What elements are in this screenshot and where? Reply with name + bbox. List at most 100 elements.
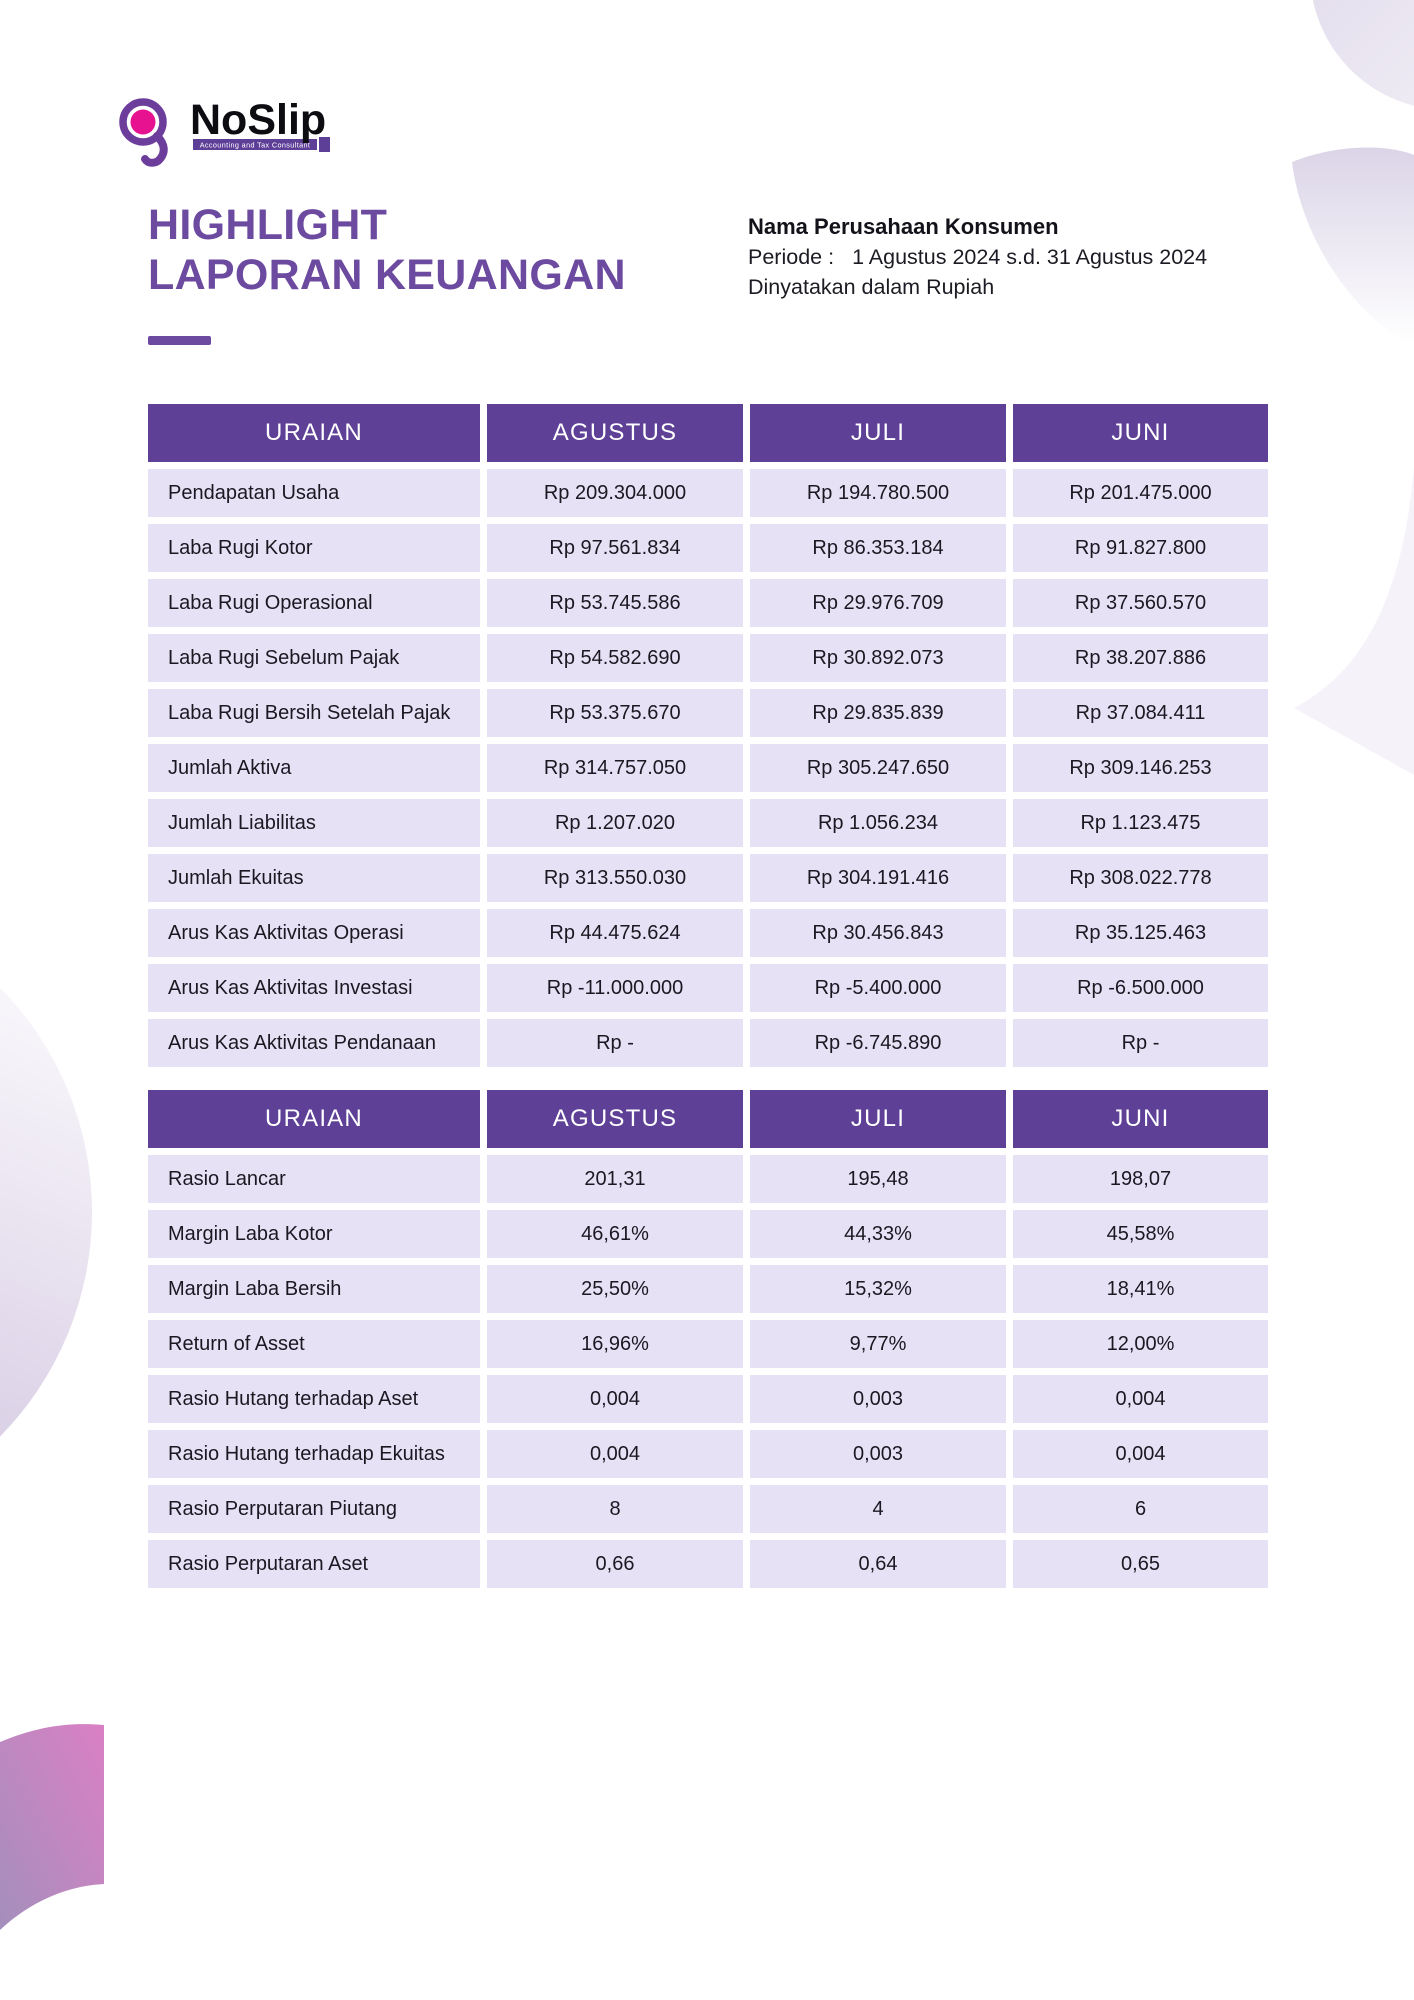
cell-value: 15,32% xyxy=(750,1265,1006,1313)
tagline-bar-end-square xyxy=(319,137,330,152)
cell-value: 0,004 xyxy=(1013,1430,1268,1478)
period-label: Periode : xyxy=(748,245,835,269)
row-label: Arus Kas Aktivitas Operasi xyxy=(148,909,480,957)
cell-value: 0,003 xyxy=(750,1430,1006,1478)
cell-value: 195,48 xyxy=(750,1155,1006,1203)
cell-value: Rp 1.056.234 xyxy=(750,799,1006,847)
brand-tagline: Accounting and Tax Consultant xyxy=(200,141,311,150)
cell-value: Rp 209.304.000 xyxy=(487,469,743,517)
cell-value: Rp - xyxy=(487,1019,743,1067)
period-line: Periode : 1 Agustus 2024 s.d. 31 Agustus … xyxy=(748,242,1288,272)
magnifier-icon xyxy=(119,98,168,167)
cell-value: Rp 44.475.624 xyxy=(487,909,743,957)
column-header: JULI xyxy=(750,404,1006,462)
row-label: Arus Kas Aktivitas Pendanaan xyxy=(148,1019,480,1067)
cell-value: Rp 91.827.800 xyxy=(1013,524,1268,572)
cell-value: Rp 30.892.073 xyxy=(750,634,1006,682)
row-label: Jumlah Ekuitas xyxy=(148,854,480,902)
cell-value: 18,41% xyxy=(1013,1265,1268,1313)
column-header: AGUSTUS xyxy=(487,1090,743,1148)
cell-value: Rp 194.780.500 xyxy=(750,469,1006,517)
cell-value: Rp 37.560.570 xyxy=(1013,579,1268,627)
cell-value: 0,004 xyxy=(487,1375,743,1423)
company-info-block: Nama Perusahaan Konsumen Periode : 1 Agus… xyxy=(748,212,1288,302)
cell-value: Rp 37.084.411 xyxy=(1013,689,1268,737)
cell-value: Rp 29.835.839 xyxy=(750,689,1006,737)
cell-value: Rp 86.353.184 xyxy=(750,524,1006,572)
cell-value: Rp 201.475.000 xyxy=(1013,469,1268,517)
row-label: Jumlah Liabilitas xyxy=(148,799,480,847)
row-label: Laba Rugi Kotor xyxy=(148,524,480,572)
cell-value: 0,66 xyxy=(487,1540,743,1588)
cell-value: 9,77% xyxy=(750,1320,1006,1368)
column-header: URAIAN xyxy=(148,1090,480,1148)
cell-value: Rp 97.561.834 xyxy=(487,524,743,572)
cell-value: 45,58% xyxy=(1013,1210,1268,1258)
column-header: URAIAN xyxy=(148,404,480,462)
cell-value: Rp 304.191.416 xyxy=(750,854,1006,902)
row-label: Arus Kas Aktivitas Investasi xyxy=(148,964,480,1012)
period-value: 1 Agustus 2024 s.d. 31 Agustus 2024 xyxy=(852,245,1208,269)
financial-highlights-table: URAIAN AGUSTUS JULI JUNI Pendapatan Usaha Rp … xyxy=(148,404,1268,1067)
cell-value: 0,004 xyxy=(487,1430,743,1478)
cell-value: 198,07 xyxy=(1013,1155,1268,1203)
brand-logo: Accounting and Tax Consultant NoSlip xyxy=(117,94,347,172)
cell-value: 44,33% xyxy=(750,1210,1006,1258)
cell-value: 0,003 xyxy=(750,1375,1006,1423)
row-label: Pendapatan Usaha xyxy=(148,469,480,517)
cell-value: Rp 1.123.475 xyxy=(1013,799,1268,847)
row-label: Laba Rugi Operasional xyxy=(148,579,480,627)
brand-name: NoSlip xyxy=(190,96,326,144)
cell-value: Rp 30.456.843 xyxy=(750,909,1006,957)
cell-value: Rp 314.757.050 xyxy=(487,744,743,792)
cell-value: 0,004 xyxy=(1013,1375,1268,1423)
currency-note: Dinyatakan dalam Rupiah xyxy=(748,275,995,299)
cell-value: 46,61% xyxy=(487,1210,743,1258)
row-label: Rasio Hutang terhadap Aset xyxy=(148,1375,480,1423)
cell-value: Rp -11.000.000 xyxy=(487,964,743,1012)
cell-value: Rp 29.976.709 xyxy=(750,579,1006,627)
column-header: AGUSTUS xyxy=(487,404,743,462)
title-underline-dash xyxy=(148,336,211,345)
cell-value: 8 xyxy=(487,1485,743,1533)
title-block: HIGHLIGHT LAPORAN KEUANGAN xyxy=(148,200,708,345)
cell-value: Rp 1.207.020 xyxy=(487,799,743,847)
row-label: Margin Laba Kotor xyxy=(148,1210,480,1258)
row-label: Return of Asset xyxy=(148,1320,480,1368)
cell-value: Rp -6.745.890 xyxy=(750,1019,1006,1067)
cell-value: 0,64 xyxy=(750,1540,1006,1588)
column-header: JUNI xyxy=(1013,404,1268,462)
cell-value: Rp -5.400.000 xyxy=(750,964,1006,1012)
cell-value: Rp 54.582.690 xyxy=(487,634,743,682)
tagline-bar xyxy=(193,139,317,150)
cell-value: Rp - xyxy=(1013,1019,1268,1067)
cell-value: Rp 308.022.778 xyxy=(1013,854,1268,902)
title-line-1: HIGHLIGHT xyxy=(148,201,388,249)
title-line-2: LAPORAN KEUANGAN xyxy=(148,251,626,299)
cell-value: Rp 38.207.886 xyxy=(1013,634,1268,682)
column-header: JULI xyxy=(750,1090,1006,1148)
row-label: Jumlah Aktiva xyxy=(148,744,480,792)
row-label: Margin Laba Bersih xyxy=(148,1265,480,1313)
cell-value: 0,65 xyxy=(1013,1540,1268,1588)
cell-value: 4 xyxy=(750,1485,1006,1533)
row-label: Rasio Hutang terhadap Ekuitas xyxy=(148,1430,480,1478)
cell-value: Rp 53.375.670 xyxy=(487,689,743,737)
row-label: Rasio Perputaran Aset xyxy=(148,1540,480,1588)
cell-value: 25,50% xyxy=(487,1265,743,1313)
row-label: Laba Rugi Bersih Setelah Pajak xyxy=(148,689,480,737)
cell-value: 6 xyxy=(1013,1485,1268,1533)
cell-value: Rp 313.550.030 xyxy=(487,854,743,902)
cell-value: Rp 35.125.463 xyxy=(1013,909,1268,957)
page-title: HIGHLIGHT LAPORAN KEUANGAN xyxy=(148,200,708,300)
cell-value: Rp 53.745.586 xyxy=(487,579,743,627)
company-name: Nama Perusahaan Konsumen xyxy=(748,214,1059,239)
cell-value: Rp 309.146.253 xyxy=(1013,744,1268,792)
cell-value: Rp 305.247.650 xyxy=(750,744,1006,792)
financial-ratios-table: URAIAN AGUSTUS JULI JUNI Rasio Lancar 201,31 1… xyxy=(148,1090,1268,1588)
row-label: Rasio Perputaran Piutang xyxy=(148,1485,480,1533)
cell-value: 201,31 xyxy=(487,1155,743,1203)
row-label: Rasio Lancar xyxy=(148,1155,480,1203)
